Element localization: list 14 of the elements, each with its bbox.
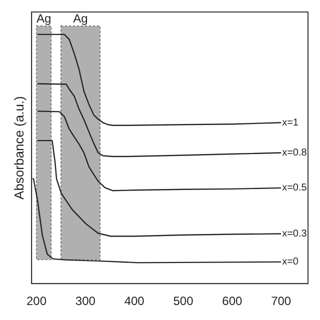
series-label: x=0.3 xyxy=(282,228,308,240)
band-label: Ag xyxy=(36,11,52,26)
x-tick-label: 500 xyxy=(173,294,194,308)
x-tick-label: 400 xyxy=(124,294,145,308)
x-tick-label: 600 xyxy=(222,294,243,308)
x-tick-label: 700 xyxy=(271,294,292,308)
x-tick-label: 200 xyxy=(26,294,47,308)
y-axis-title: Absorbance (a.u.) xyxy=(11,96,26,200)
series-label: x=0.5 xyxy=(282,182,308,194)
x-tick-label: 300 xyxy=(75,294,96,308)
series-label: x=0 xyxy=(282,256,299,268)
band-label: Ag xyxy=(73,11,88,26)
series-label: x=1 xyxy=(282,117,299,128)
series-label: x=0.8 xyxy=(282,148,308,159)
